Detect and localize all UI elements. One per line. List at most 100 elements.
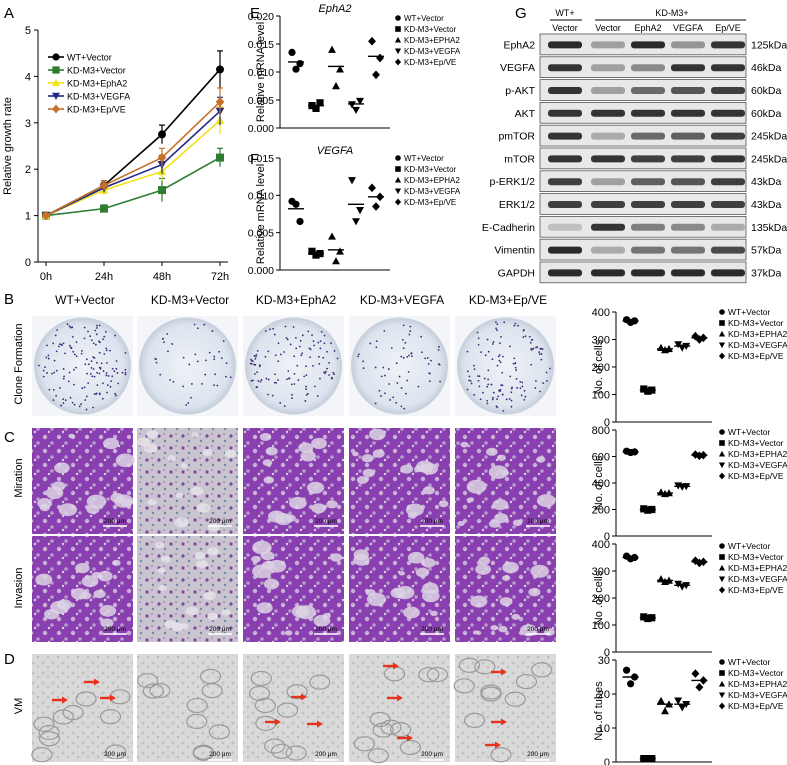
pore-blob bbox=[191, 432, 199, 438]
colony-dot bbox=[330, 342, 332, 345]
pore-blob bbox=[284, 630, 293, 636]
colony-dot bbox=[115, 367, 118, 370]
colony-dot bbox=[73, 353, 76, 356]
colony-dot bbox=[505, 398, 508, 401]
colony-dot bbox=[510, 399, 513, 402]
vm-network bbox=[142, 683, 164, 699]
colony-dot bbox=[256, 371, 258, 374]
colony-dot bbox=[111, 375, 114, 378]
colony-dot bbox=[514, 362, 517, 365]
colony-dot bbox=[109, 386, 112, 388]
colony-dot bbox=[305, 388, 307, 390]
panel-letter-e: E bbox=[250, 5, 260, 22]
y-tick-label: 400 bbox=[592, 307, 610, 319]
blot-band bbox=[711, 223, 745, 231]
colony-dot bbox=[502, 409, 505, 412]
x-tick-label: 72h bbox=[211, 271, 229, 283]
colony-dot bbox=[487, 378, 490, 381]
pore-blob bbox=[196, 503, 211, 513]
colony-dot bbox=[517, 324, 519, 327]
blot-band bbox=[711, 269, 745, 277]
colony-dot bbox=[98, 372, 101, 375]
pore-blob bbox=[263, 578, 280, 590]
blot-band bbox=[548, 246, 582, 254]
colony-dot bbox=[384, 374, 386, 377]
blot-band bbox=[548, 109, 582, 117]
colony-dot bbox=[357, 353, 360, 356]
colony-dot bbox=[491, 398, 494, 401]
y-tick-label: 100 bbox=[592, 620, 610, 632]
vm-network bbox=[270, 743, 293, 759]
colony-dot bbox=[428, 380, 431, 383]
y-tick-label: 600 bbox=[592, 452, 610, 464]
blot-band bbox=[671, 269, 705, 277]
y-axis-label: No .of tubes bbox=[593, 681, 605, 741]
pore-blob bbox=[460, 441, 469, 448]
colony-dot bbox=[319, 340, 322, 342]
scale-bar-label: 200 μm bbox=[315, 751, 337, 758]
scale-bar-label: 200 μm bbox=[104, 626, 126, 633]
colony-dot bbox=[121, 371, 124, 374]
legend-marker bbox=[719, 440, 725, 446]
colony-dot bbox=[383, 329, 386, 332]
colony-dot bbox=[305, 394, 308, 396]
colony-dot bbox=[472, 364, 475, 367]
colony-dot bbox=[545, 379, 548, 382]
vm-arrowhead bbox=[317, 720, 323, 728]
vm-arrowhead bbox=[301, 693, 307, 701]
vm-network bbox=[504, 691, 526, 707]
pore-blob bbox=[472, 630, 479, 635]
pore-blob bbox=[39, 504, 50, 512]
colony-dot bbox=[71, 401, 74, 404]
colony-dot bbox=[466, 388, 469, 391]
legend-label: KD-M3+EPHA2 bbox=[728, 329, 787, 339]
colony-dot bbox=[323, 342, 326, 345]
legend-marker bbox=[718, 472, 726, 480]
y-tick-label: 4 bbox=[25, 71, 31, 83]
pore-blob bbox=[298, 442, 314, 453]
colony-dot bbox=[496, 364, 499, 367]
colony-dot bbox=[470, 382, 473, 385]
colony-dot bbox=[484, 354, 487, 357]
blot-band bbox=[711, 109, 745, 117]
pore-blob bbox=[68, 433, 75, 439]
pore-blob bbox=[260, 551, 275, 561]
vm-arrowhead bbox=[393, 662, 399, 670]
colony-dot bbox=[220, 357, 223, 360]
colony-dot bbox=[100, 362, 103, 365]
y-tick-label: 0.020 bbox=[248, 11, 274, 23]
colony-dot bbox=[105, 374, 108, 377]
data-point bbox=[627, 680, 635, 688]
pore-blob bbox=[99, 605, 117, 617]
blot-band bbox=[711, 41, 745, 49]
row-label-clone: Clone Formation bbox=[13, 323, 25, 404]
legend-label: KD-M3+Ep/VE bbox=[728, 701, 784, 711]
legend-label: KD-M3+Vector bbox=[404, 165, 457, 174]
colony-dot bbox=[104, 331, 107, 333]
pore-blob bbox=[536, 456, 546, 463]
colony-dot bbox=[55, 350, 58, 353]
colony-dot bbox=[427, 363, 430, 365]
pore-blob bbox=[262, 459, 273, 466]
y-tick-label: 0.005 bbox=[248, 228, 274, 240]
colony-dot bbox=[269, 328, 271, 331]
colony-dot bbox=[114, 392, 117, 395]
pore-blob bbox=[207, 612, 219, 621]
colony-dot bbox=[478, 385, 481, 388]
colony-dot bbox=[286, 378, 288, 381]
legend-label: WT+Vector bbox=[728, 657, 770, 667]
legend-label: KD-M3+VEGFA bbox=[404, 47, 461, 56]
vm-arrowhead bbox=[501, 718, 507, 726]
colony-dot bbox=[107, 375, 110, 377]
blot-kda-label: 37kDa bbox=[751, 267, 782, 279]
pore-blob bbox=[311, 437, 327, 449]
pore-blob bbox=[369, 428, 386, 441]
colony-dot bbox=[317, 341, 320, 344]
colony-dot bbox=[283, 351, 286, 353]
pore-blob bbox=[252, 540, 272, 555]
pore-blob bbox=[143, 443, 158, 454]
colony-dot bbox=[424, 357, 427, 360]
colony-dot bbox=[167, 350, 169, 353]
pore-blob bbox=[488, 465, 509, 479]
colony-dot bbox=[303, 375, 306, 378]
